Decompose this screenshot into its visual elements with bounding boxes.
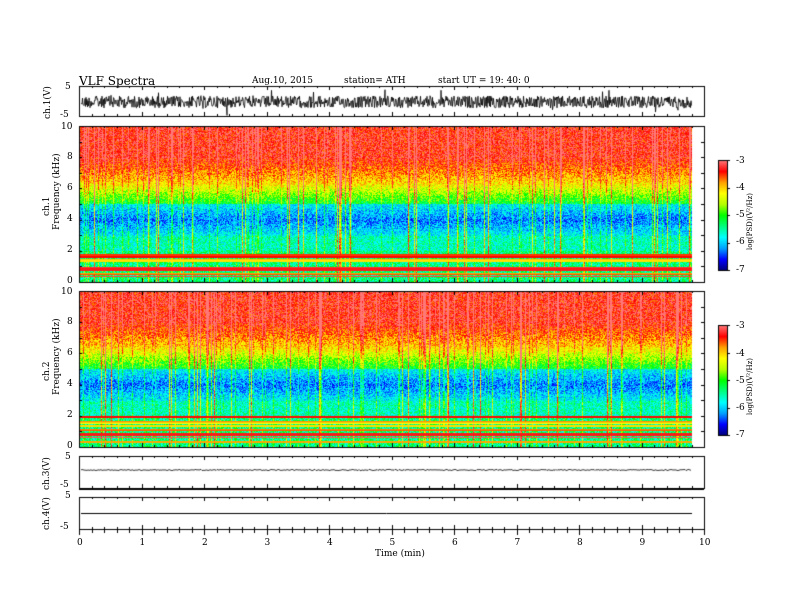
x-tick-label: 9 [639,538,646,548]
x-tick-label: 7 [514,538,521,548]
ch4-ytick: -5 [60,480,69,490]
ch1-ytick-top: 5 [65,82,71,92]
cb1-tick: -6 [736,237,745,247]
x-tick-label: 10 [699,538,711,548]
x-tick-label: 1 [139,538,146,548]
cb2-tick: -7 [736,430,745,440]
date-label: Aug.10, 2015 [252,76,313,86]
x-tick-label: 5 [389,538,396,548]
ch1-ftick: 4 [67,214,73,224]
ch1-spec-ylabel: ch.1 [42,196,52,216]
cb1-tick: -5 [736,210,745,220]
ch2-ftick: 6 [67,348,73,358]
cb2-tick: -6 [736,403,745,413]
ch1-ftick: 10 [61,122,73,132]
cb1-tick: -4 [736,183,745,193]
cb1-tick: -7 [736,265,745,275]
x-tick-label: 8 [577,538,583,548]
ch1-spec-freq-label: Frequency (kHz) [52,153,62,230]
ch4-waveform-ylabel: ch.4(V) [42,497,52,530]
ch2-spec-freq-label: Frequency (kHz) [52,318,62,395]
chart-title: VLF Spectra [79,74,156,88]
x-tick-label: 0 [77,538,83,548]
ch2-ftick: 0 [67,441,73,451]
x-tick-label: 3 [264,538,271,548]
x-tick-label: 6 [452,538,458,548]
ch1-ftick: 8 [67,152,73,162]
ch4-ytick: -5 [60,522,69,532]
cb2-label: log(PSD)(V²/Hz) [746,358,754,415]
x-axis-label: Time (min) [375,549,425,559]
cb2-tick: -5 [736,376,745,386]
ch3-ytick: 5 [65,452,71,462]
station-label: station= ATH [344,76,406,86]
ch3-waveform-ylabel: ch.3(V) [42,457,52,490]
cb1-tick: -3 [736,156,745,166]
ch2-ftick: 2 [67,410,73,420]
ch1-ftick: 0 [67,276,73,286]
ch2-ftick: 8 [67,317,73,327]
ch4-ytick: 5 [65,491,71,501]
ch1-ftick: 6 [67,183,73,193]
cb1-label: log(PSD)(V²/Hz) [746,193,754,250]
start-time-label: start UT = 19: 40: 0 [438,76,530,86]
x-tick-label: 2 [202,538,208,548]
ch1-ftick: 2 [67,245,73,255]
ch1-waveform-ylabel: ch.1(V) [43,86,53,119]
ch1-ytick-bottom: -5 [60,110,69,120]
cb2-tick: -4 [736,349,745,359]
x-tick-label: 4 [327,538,333,548]
cb2-tick: -3 [736,321,745,331]
ch2-ftick: 10 [61,287,73,297]
ch2-spec-ylabel: ch.2 [42,361,52,381]
ch2-ftick: 4 [67,379,73,389]
